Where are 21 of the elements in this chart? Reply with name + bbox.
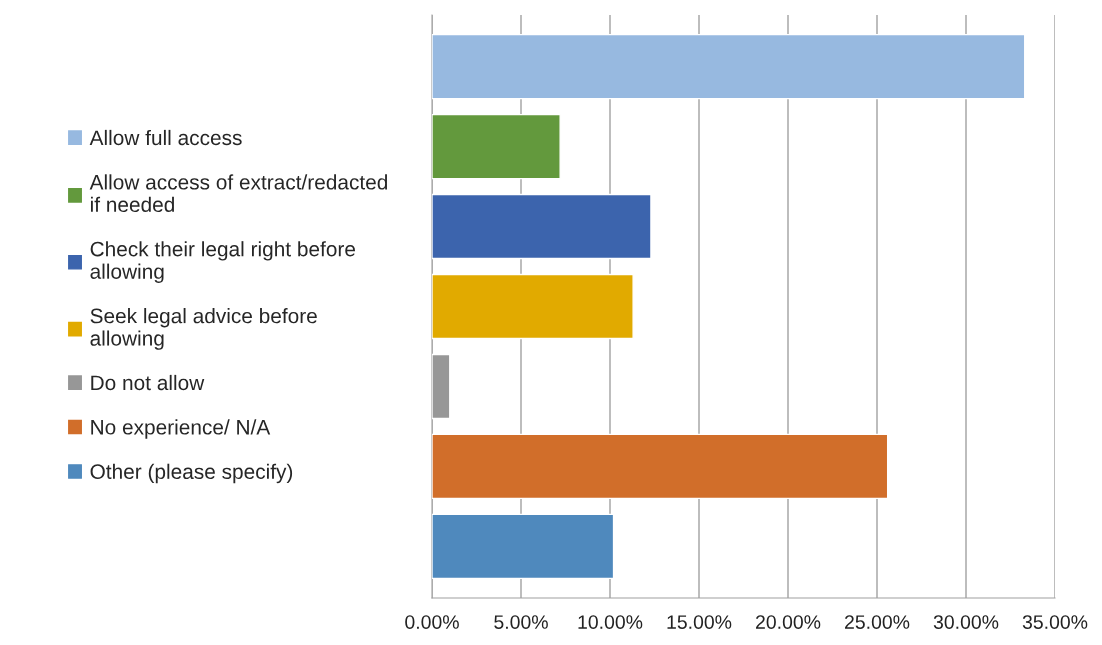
- legend-label: No experience/ N/A: [91, 419, 271, 439]
- x-tick-label: 10.00%: [578, 615, 643, 629]
- bar: [432, 273, 634, 340]
- x-tick-label: 0.00%: [405, 615, 459, 629]
- legend-label: Allow access of extract/redacted if needed: [89, 174, 387, 213]
- bar: [432, 33, 1026, 100]
- x-tick-label: 15.00%: [667, 615, 732, 629]
- legend-label: Allow full access: [89, 129, 242, 146]
- bar: [432, 433, 889, 500]
- legend-label: Seek legal advice before allowing: [90, 308, 317, 350]
- x-tick-label: 20.00%: [756, 615, 821, 629]
- bar: [432, 113, 561, 180]
- legend-label: Other (please specify): [90, 463, 293, 484]
- legend-label: Do not allow: [91, 374, 205, 391]
- bar: [432, 513, 615, 580]
- x-tick-label: 25.00%: [845, 615, 910, 629]
- x-tick-label: 35.00%: [1022, 615, 1088, 629]
- x-tick-label: 5.00%: [494, 615, 548, 629]
- legend-label: Check their legal right before allowing: [90, 241, 356, 284]
- bar: [432, 193, 652, 260]
- x-tick-label: 30.00%: [933, 615, 999, 629]
